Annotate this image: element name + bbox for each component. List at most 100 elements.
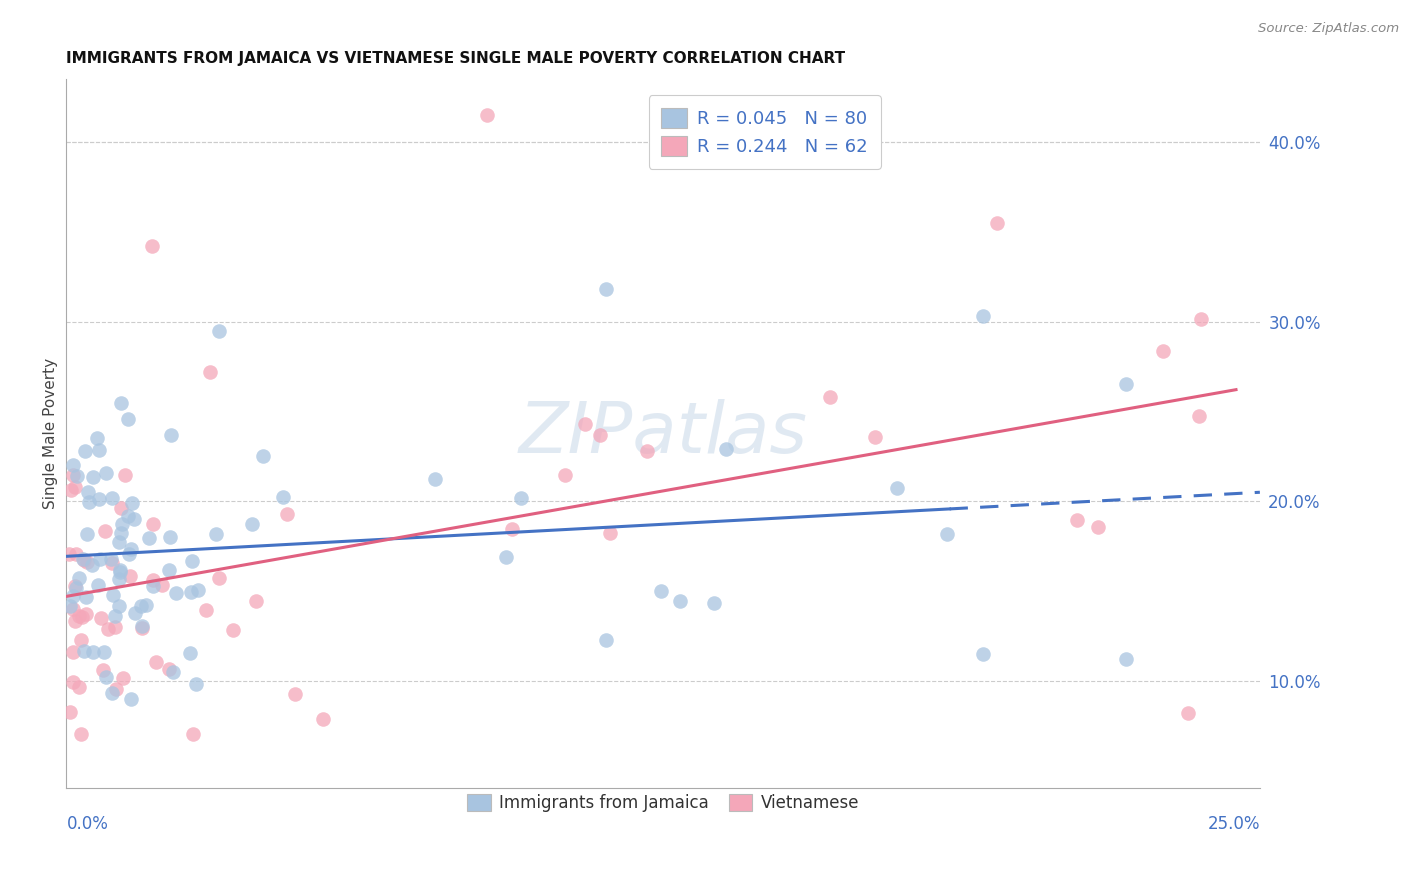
Point — [1087, 520, 1109, 534]
Point — [886, 481, 908, 495]
Point — [100, 556, 122, 570]
Point — [67, 571, 90, 585]
Point — [1152, 343, 1174, 358]
Point — [936, 526, 959, 541]
Legend: Immigrants from Jamaica, Vietnamese: Immigrants from Jamaica, Vietnamese — [461, 788, 866, 819]
Point — [312, 712, 335, 726]
Point — [63, 480, 86, 494]
Point — [157, 662, 180, 676]
Point — [66, 469, 89, 483]
Point — [1189, 312, 1212, 326]
Point — [82, 558, 104, 572]
Point — [818, 390, 841, 404]
Point — [162, 665, 184, 680]
Point — [131, 621, 153, 635]
Point — [104, 681, 127, 696]
Point — [120, 692, 142, 706]
Point — [179, 646, 201, 660]
Point — [108, 534, 131, 549]
Point — [62, 467, 84, 482]
Point — [187, 582, 209, 597]
Point — [122, 512, 145, 526]
Point — [599, 526, 621, 541]
Point — [70, 632, 93, 647]
Point — [118, 548, 141, 562]
Point — [59, 706, 82, 720]
Text: 25.0%: 25.0% — [1208, 815, 1260, 833]
Point — [111, 671, 134, 685]
Point — [62, 602, 84, 616]
Point — [595, 282, 617, 296]
Point — [1115, 377, 1137, 392]
Point — [110, 516, 132, 531]
Point — [425, 473, 447, 487]
Point — [636, 443, 658, 458]
Point — [90, 611, 112, 625]
Point — [87, 578, 110, 592]
Point — [110, 526, 132, 541]
Point — [82, 470, 104, 484]
Point — [117, 509, 139, 524]
Point — [75, 444, 97, 458]
Point — [208, 571, 231, 585]
Point — [91, 663, 114, 677]
Point — [142, 516, 165, 531]
Text: 0.0%: 0.0% — [66, 815, 108, 833]
Point — [63, 579, 86, 593]
Point — [62, 589, 84, 603]
Point — [574, 417, 596, 432]
Point — [101, 686, 124, 700]
Point — [1066, 513, 1088, 527]
Point — [100, 552, 122, 566]
Point — [198, 365, 221, 379]
Point — [108, 565, 131, 579]
Point — [986, 216, 1008, 230]
Point — [145, 656, 167, 670]
Y-axis label: Single Male Poverty: Single Male Poverty — [44, 359, 58, 509]
Point — [121, 541, 143, 556]
Point — [150, 577, 173, 591]
Point — [714, 442, 737, 456]
Point — [972, 647, 994, 661]
Point — [77, 494, 100, 508]
Point — [94, 670, 117, 684]
Point — [75, 607, 97, 621]
Point — [1188, 409, 1211, 423]
Point — [110, 501, 132, 516]
Point — [703, 596, 725, 610]
Point — [554, 468, 576, 483]
Point — [501, 522, 523, 536]
Point — [141, 239, 163, 253]
Point — [475, 108, 498, 122]
Point — [509, 491, 531, 505]
Point — [67, 609, 90, 624]
Point — [93, 645, 115, 659]
Text: ZIPatlas: ZIPatlas — [519, 400, 807, 468]
Point — [157, 563, 180, 577]
Point — [70, 727, 93, 741]
Point — [159, 530, 181, 544]
Point — [131, 619, 153, 633]
Point — [124, 606, 146, 620]
Point — [87, 491, 110, 506]
Point — [208, 324, 231, 338]
Point — [205, 527, 228, 541]
Point — [62, 458, 84, 472]
Point — [104, 619, 127, 633]
Point — [89, 443, 111, 458]
Point — [108, 573, 131, 587]
Point — [65, 581, 87, 595]
Point — [135, 598, 157, 612]
Point — [284, 687, 307, 701]
Point — [142, 573, 165, 587]
Point — [120, 569, 142, 583]
Point — [181, 727, 204, 741]
Point — [103, 588, 125, 602]
Point — [160, 427, 183, 442]
Point — [165, 585, 187, 599]
Point — [240, 516, 263, 531]
Point — [669, 594, 692, 608]
Text: Source: ZipAtlas.com: Source: ZipAtlas.com — [1258, 22, 1399, 36]
Point — [93, 524, 115, 538]
Point — [1177, 706, 1199, 720]
